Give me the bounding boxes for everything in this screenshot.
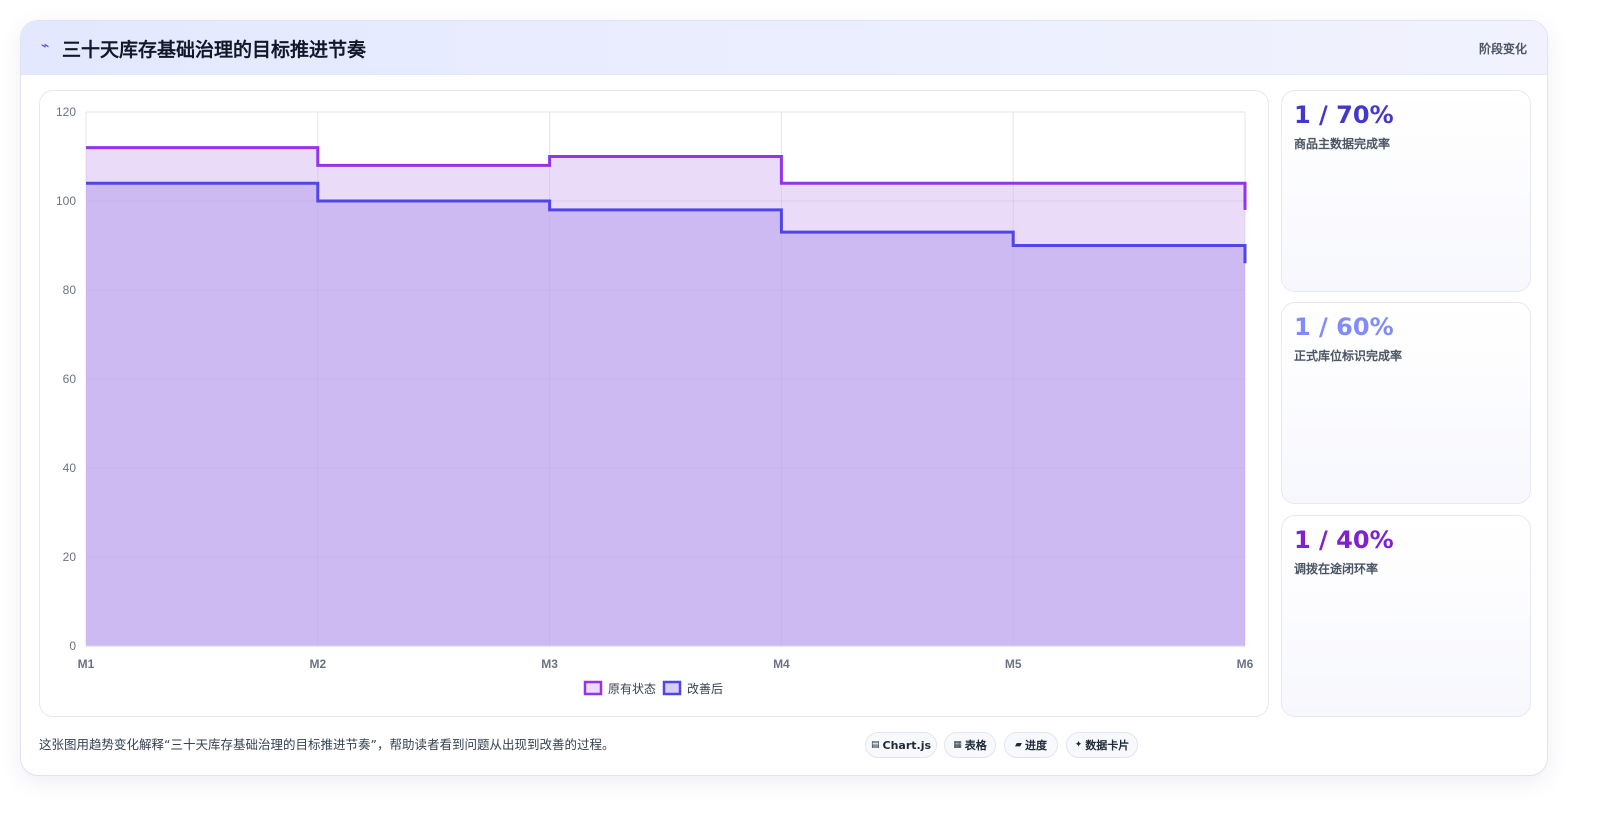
y-tick-label: 60	[63, 372, 77, 386]
legend-label: 改善后	[687, 681, 723, 696]
kpi-card-location-label: 1 / 60% 正式库位标识完成率	[1281, 302, 1531, 504]
table-icon: ▦	[953, 740, 962, 750]
kpi-card-master-data: 1 / 70% 商品主数据完成率	[1281, 90, 1531, 292]
legend-label: 原有状态	[608, 682, 656, 696]
dashboard-card: ⌁ 三十天库存基础治理的目标推进节奏 阶段变化 0 20 40 60 80 100 120 M…	[20, 20, 1548, 776]
series-area-2	[86, 183, 1245, 646]
page-title: 三十天库存基础治理的目标推进节奏	[62, 39, 367, 61]
x-tick-label: M3	[541, 657, 558, 671]
kpi-value: 1 / 40%	[1294, 526, 1394, 554]
kpi-value: 1 / 60%	[1294, 313, 1394, 341]
chip-table[interactable]: ▦ 表格	[944, 732, 996, 758]
x-tick-label: M2	[309, 657, 326, 671]
chip-label: 表格	[964, 739, 987, 752]
y-tick-label: 0	[69, 639, 76, 653]
x-tick-label: M6	[1237, 657, 1254, 671]
kpi-value: 1 / 70%	[1294, 101, 1394, 129]
chart-panel: 0 20 40 60 80 100 120 M1 M2 M3 M4 M5 M6 原有状态 改善后	[39, 90, 1269, 717]
sparkle-icon: ✦	[1074, 740, 1083, 750]
series-area-1	[86, 147, 1245, 646]
kpi-card-transfer-closure: 1 / 40% 调拨在途闭环率	[1281, 515, 1531, 717]
legend-swatch	[662, 680, 682, 696]
x-tick-label: M1	[78, 657, 95, 671]
chart-line-icon: ⌁	[41, 38, 50, 54]
x-tick-label: M4	[773, 657, 790, 671]
chip-data-card[interactable]: ✦ 数据卡片	[1066, 732, 1138, 758]
chip-label: 数据卡片	[1085, 739, 1130, 752]
series-line-1	[86, 146, 1247, 210]
stage-change-label: 阶段变化	[1478, 42, 1527, 56]
chart-icon: ▤	[870, 740, 880, 750]
kpi-label: 正式库位标识完成率	[1294, 349, 1403, 363]
y-tick-label: 100	[56, 194, 76, 208]
card-header: ⌁ 三十天库存基础治理的目标推进节奏 阶段变化	[21, 21, 1547, 75]
y-tick-label: 120	[56, 105, 76, 119]
kpi-label: 调拨在途闭环率	[1294, 562, 1379, 576]
chart-footnote: 这张图用趋势变化解释“三十天库存基础治理的目标推进节奏”，帮助读者看到问题从出现…	[39, 737, 615, 752]
legend-swatch	[583, 680, 603, 696]
chip-chartjs[interactable]: ▤ Chart.js	[865, 732, 937, 758]
kpi-label: 商品主数据完成率	[1294, 137, 1391, 151]
y-tick-label: 20	[63, 550, 77, 564]
progress-icon: ▰	[1015, 740, 1022, 750]
y-tick-label: 80	[63, 283, 77, 297]
step-area-chart: 0 20 40 60 80 100 120 M1 M2 M3 M4 M5 M6 原有状态 改善后	[56, 105, 1254, 696]
chip-label: Chart.js	[882, 738, 932, 752]
chip-label: 进度	[1024, 739, 1047, 752]
x-tick-label: M5	[1005, 657, 1022, 671]
chip-progress[interactable]: ▰ 进度	[1004, 732, 1058, 758]
y-tick-label: 40	[63, 461, 77, 475]
series-line-2	[86, 181, 1247, 264]
